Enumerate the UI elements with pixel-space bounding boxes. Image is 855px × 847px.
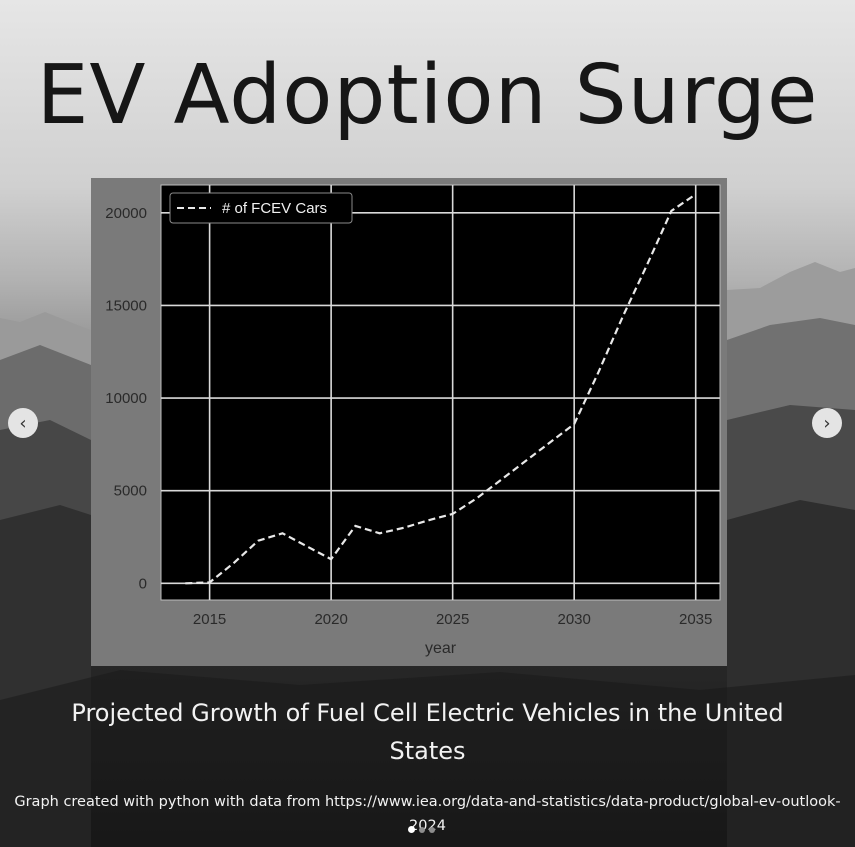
slide-title: EV Adoption Surge: [36, 48, 819, 143]
x-axis-label: year: [425, 640, 457, 657]
legend: # of FCEV Cars: [169, 192, 353, 224]
carousel-pagination: [408, 826, 435, 833]
x-tick-label: 2020: [314, 611, 347, 628]
y-tick-label: 20000: [105, 205, 147, 222]
x-tick-label: 2035: [679, 611, 712, 628]
chart-caption: Projected Growth of Fuel Cell Electric V…: [71, 699, 784, 765]
y-tick-label: 0: [139, 575, 147, 592]
chart-panel: 2015 2020 2025 2030 2035 0 5000 10000 15000 20000…: [91, 178, 727, 666]
y-tick-label: 5000: [114, 483, 147, 500]
legend-label: # of FCEV Cars: [222, 200, 327, 217]
plot-area: [160, 184, 721, 601]
y-tick-label: 10000: [105, 390, 147, 407]
data-source-note: Graph created with python with data from…: [14, 794, 841, 834]
chevron-right-icon: ›: [823, 412, 831, 434]
x-tick-label: 2015: [193, 611, 226, 628]
series-line: [185, 193, 697, 585]
chevron-left-icon: ‹: [19, 412, 27, 434]
y-tick-label: 15000: [105, 297, 147, 314]
pagination-dot[interactable]: [419, 826, 425, 833]
carousel-prev-button[interactable]: ‹: [8, 408, 38, 438]
fcev-line-chart: 2015 2020 2025 2030 2035 0 5000 10000 15000 20000…: [105, 184, 721, 657]
x-tick-label: 2025: [436, 611, 469, 628]
pagination-dot[interactable]: [429, 826, 435, 833]
legend-box: [169, 192, 353, 224]
x-tick-label: 2030: [557, 611, 590, 628]
carousel-next-button[interactable]: ›: [812, 408, 842, 438]
pagination-dot[interactable]: [408, 826, 415, 833]
